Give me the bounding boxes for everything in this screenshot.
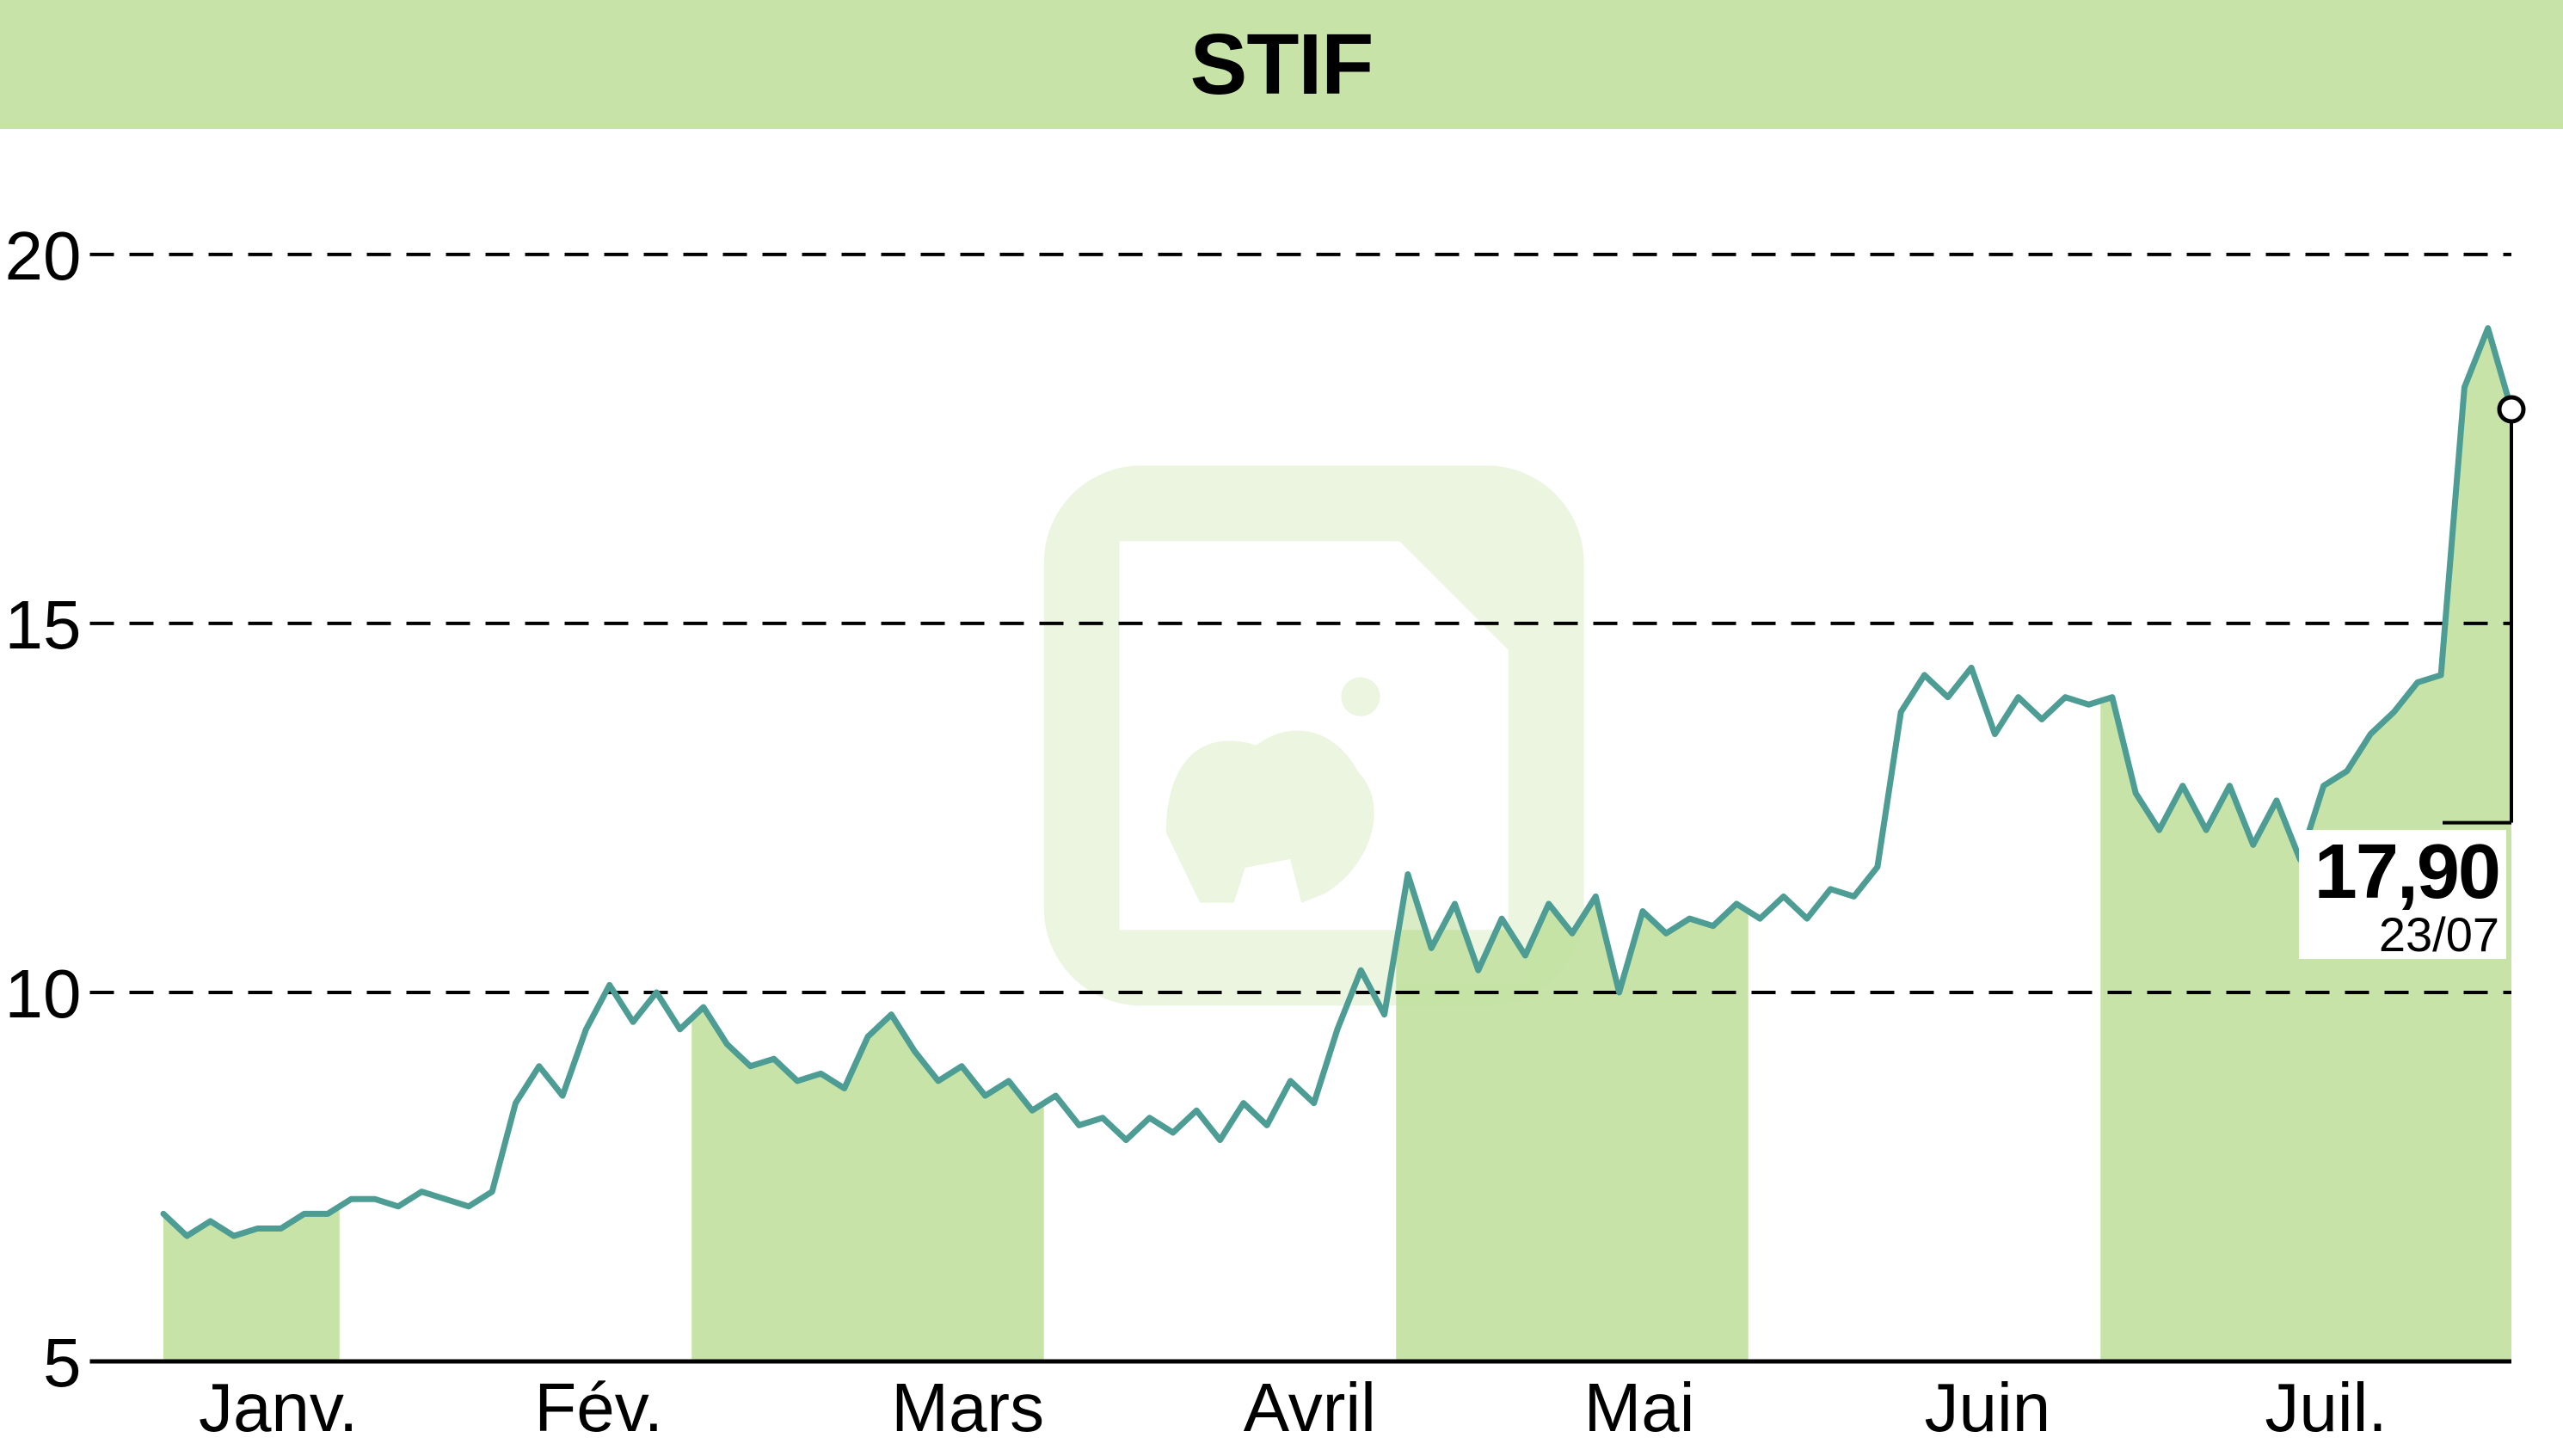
- x-tick-label: Mai: [1584, 1368, 1695, 1447]
- chart-title: STIF: [1190, 16, 1374, 113]
- y-tick-label: 5: [0, 1324, 82, 1403]
- chart-title-band: STIF: [0, 0, 2563, 129]
- x-tick-label: Janv.: [199, 1368, 358, 1447]
- y-tick-label: 20: [0, 217, 82, 296]
- y-tick-label: 15: [0, 586, 82, 665]
- x-tick-label: Mars: [891, 1368, 1044, 1447]
- x-tick-label: Fév.: [534, 1368, 663, 1447]
- x-tick-label: Juin: [1925, 1368, 2051, 1447]
- chart-area: 5 10 15 20 Janv. Fév. Mars Avril Mai Juin Juil. 1…: [0, 129, 2563, 1456]
- price-callout: 17,90 23/07: [2299, 830, 2506, 959]
- callout-date: 23/07: [2314, 911, 2499, 959]
- chart-svg: [0, 129, 2563, 1456]
- x-tick-label: Juil.: [2265, 1368, 2387, 1447]
- x-tick-label: Avril: [1244, 1368, 1376, 1447]
- y-tick-label: 10: [0, 955, 82, 1034]
- callout-price: 17,90: [2314, 833, 2499, 911]
